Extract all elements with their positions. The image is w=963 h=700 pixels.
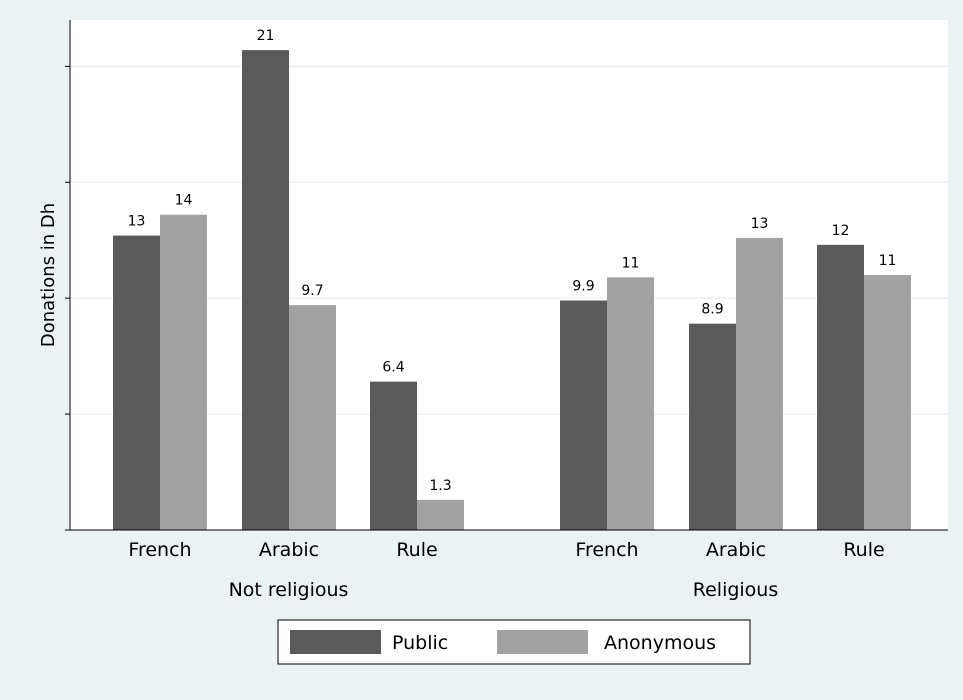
value-label: 11 — [622, 255, 640, 271]
category-label: French — [575, 539, 638, 561]
bar-public-rule — [817, 244, 864, 530]
category-label: Arabic — [259, 539, 319, 561]
group-label: Religious — [693, 579, 779, 601]
bar-anonymous-french — [607, 277, 654, 530]
value-label: 9.7 — [301, 283, 323, 299]
gridlines — [70, 65, 948, 415]
value-label: 11 — [879, 253, 897, 269]
legend: Public Anonymous — [277, 619, 751, 665]
legend-swatch-public — [290, 630, 381, 654]
bar-anonymous-arabic — [736, 237, 783, 530]
bars — [113, 50, 911, 531]
value-label: 14 — [175, 193, 193, 209]
bar-public-rule — [370, 381, 417, 530]
legend-label-anonymous: Anonymous — [604, 632, 716, 654]
legend-swatch-anonymous — [497, 630, 588, 654]
bar-anonymous-french — [160, 214, 207, 530]
value-label: 9.9 — [572, 279, 594, 295]
value-labels: 13 14 21 9.7 6.4 1.3 9.9 11 8.9 13 12 11 — [128, 28, 897, 494]
value-label: 13 — [128, 214, 146, 230]
y-axis-label: Donations in Dh — [38, 203, 59, 347]
group-label: Not religious — [229, 579, 349, 601]
group-labels: Not religious Religious — [229, 579, 779, 601]
bar-public-arabic — [689, 323, 736, 530]
bar-public-french — [113, 235, 160, 530]
bar-public-arabic — [242, 50, 289, 531]
bar-anonymous-rule — [417, 499, 464, 530]
category-label: French — [128, 539, 191, 561]
value-label: 1.3 — [429, 478, 451, 494]
value-label: 13 — [751, 216, 769, 232]
bar-anonymous-arabic — [289, 305, 336, 530]
value-label: 6.4 — [382, 360, 404, 376]
category-label: Rule — [396, 539, 437, 561]
axes — [65, 20, 948, 531]
legend-label-public: Public — [392, 632, 448, 654]
plot-area — [70, 20, 948, 530]
category-label: Arabic — [706, 539, 766, 561]
category-label: Rule — [843, 539, 884, 561]
value-label: 21 — [257, 28, 275, 44]
bar-anonymous-rule — [864, 275, 911, 530]
value-label: 8.9 — [701, 302, 723, 318]
value-label: 12 — [832, 223, 850, 239]
category-labels: French Arabic Rule French Arabic Rule — [128, 539, 884, 561]
bar-public-french — [560, 300, 607, 530]
